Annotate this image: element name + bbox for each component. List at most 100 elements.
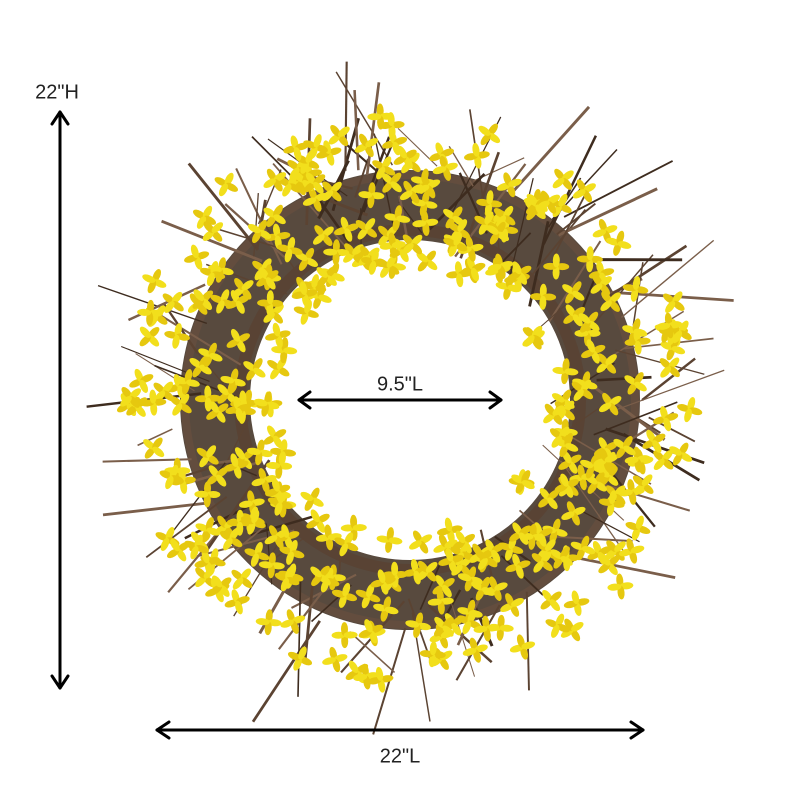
petal [217,515,228,528]
petal [552,253,560,268]
petal [609,490,617,505]
petal [552,405,565,416]
petal [471,581,484,591]
petal [442,577,455,588]
petal [196,447,209,458]
petal [462,621,472,635]
petal [139,379,149,393]
petal [531,334,544,346]
petal [410,176,425,184]
flower [376,527,403,553]
twig [145,496,228,559]
petal [556,623,570,633]
petal [266,290,274,305]
flower [367,103,394,130]
petal [195,523,209,532]
petal [538,497,550,508]
petal [172,334,180,349]
petal [192,298,205,309]
petal [442,617,454,629]
flower [402,234,423,255]
petal [443,237,457,247]
petal [293,180,305,192]
petal [223,537,233,551]
petal [239,500,253,508]
petal [121,386,132,399]
petal [152,437,163,450]
petal [590,283,603,294]
petal [572,314,583,327]
petal [399,249,409,263]
petal [198,348,212,357]
petal [464,577,473,592]
flower [328,124,350,147]
petal [302,197,317,206]
petal [462,533,476,544]
petal [330,190,342,202]
petal [409,152,420,165]
petal [365,138,379,148]
twig [455,604,501,681]
flower [578,311,600,333]
petal [614,549,625,561]
petal [337,126,350,137]
flower [560,618,584,642]
flower [622,276,649,302]
petal [416,251,429,263]
petal [560,546,570,559]
petal [323,248,338,256]
flower [545,613,570,638]
flower [257,290,284,317]
flower [452,530,476,554]
petal [174,376,189,385]
petal [555,613,565,627]
petal [304,498,314,511]
petal [511,474,525,484]
flower [202,221,224,242]
flower [381,561,408,588]
twig [553,194,586,256]
petal [561,511,575,520]
flower [294,247,319,271]
petal [305,172,317,185]
flower [508,261,532,285]
petal [166,548,180,559]
petal [573,389,584,402]
petal [216,300,225,314]
petal [484,211,494,225]
flower [334,216,359,242]
flower [509,522,532,545]
petal [545,539,556,551]
flower [258,552,285,579]
flower [653,449,674,471]
petal [293,147,302,161]
flower [457,236,484,262]
petal [194,534,203,549]
petal [656,322,671,330]
petal [580,459,594,469]
petal [358,191,373,199]
flower [196,445,219,468]
petal [634,381,647,392]
petal [462,648,477,656]
flower [554,432,579,458]
petal [660,366,672,378]
petal [293,657,302,671]
flower [162,291,184,313]
flower [200,260,226,287]
twig [272,163,348,250]
petal [272,322,281,337]
petal [600,276,612,287]
petal [169,396,182,407]
petal [450,229,461,242]
twig [187,162,260,251]
petal [668,357,680,369]
petal [208,342,217,356]
petal [139,326,151,338]
petal [580,379,592,392]
flower [210,289,235,314]
petal [203,221,215,233]
petal [152,446,165,458]
flower [263,204,286,227]
petal [411,243,423,255]
